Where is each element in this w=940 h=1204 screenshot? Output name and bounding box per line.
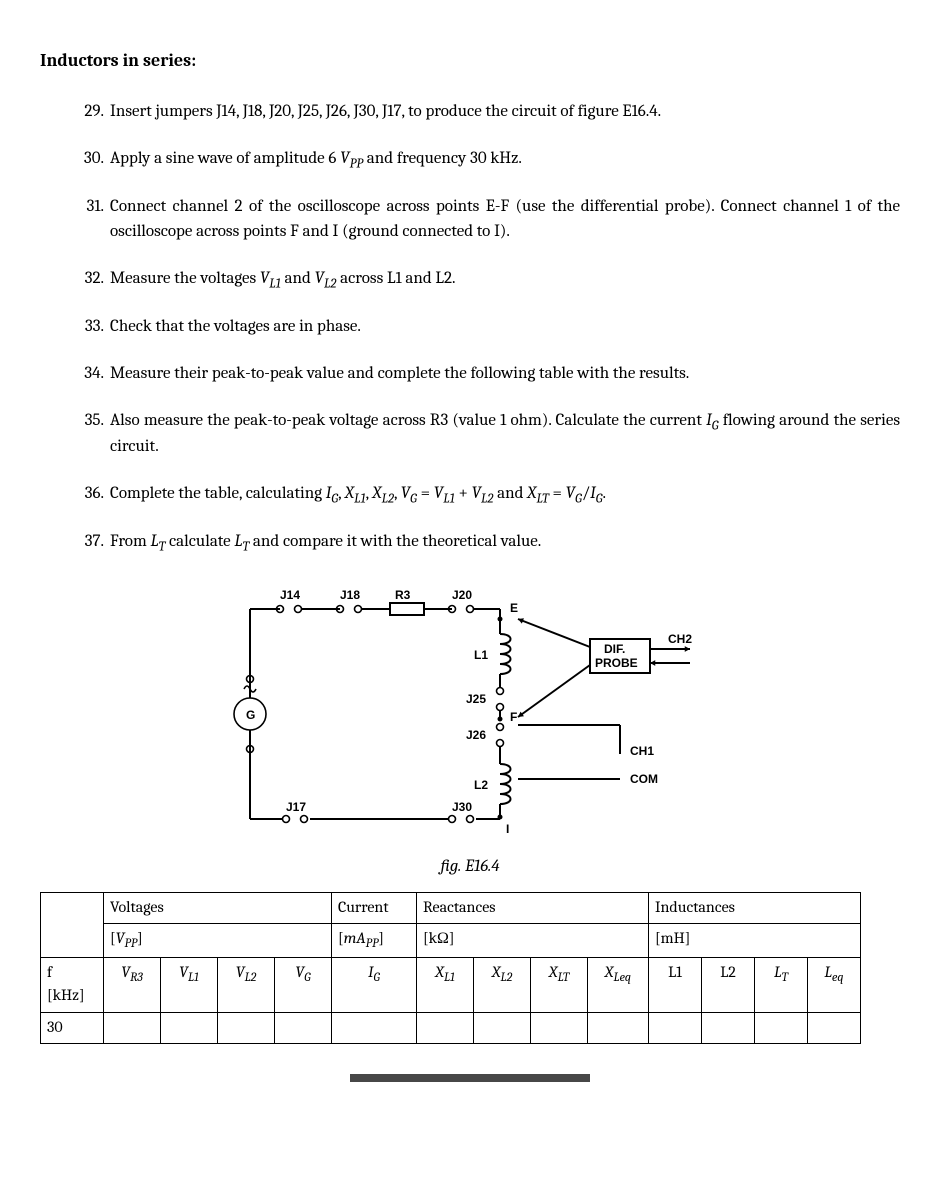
section-heading: Inductors in series: bbox=[40, 48, 900, 74]
step-number: 35. bbox=[74, 409, 104, 434]
step-item: 36.Complete the table, calculating IG, X… bbox=[74, 482, 900, 509]
step-number: 34. bbox=[74, 362, 104, 387]
circuit-figure: J14 J18 R3 J20 E L1 J25 F J26 L2 I J30 J17 G DIF.PROBE… bbox=[190, 579, 750, 849]
step-number: 32. bbox=[74, 267, 104, 292]
step-item: 35.Also measure the peak-to-peak voltage… bbox=[74, 409, 900, 460]
step-number: 33. bbox=[74, 315, 104, 340]
step-number: 36. bbox=[74, 482, 104, 507]
step-number: 37. bbox=[74, 530, 104, 555]
svg-text:CH2: CH2 bbox=[668, 632, 692, 646]
steps-list: 29.Insert jumpers J14, J18, J20, J25, J2… bbox=[40, 100, 900, 557]
results-table: VoltagesCurrentReactancesInductances[VPP… bbox=[40, 892, 861, 1044]
svg-text:G: G bbox=[246, 708, 255, 722]
step-item: 30.Apply a sine wave of amplitude 6 VPP … bbox=[74, 147, 900, 174]
footer-bar bbox=[350, 1074, 590, 1082]
step-item: 32.Measure the voltages VL1 and VL2 acro… bbox=[74, 267, 900, 294]
figure-caption: fig. E16.4 bbox=[40, 855, 900, 880]
step-item: 31.Connect channel 2 of the oscilloscope… bbox=[74, 195, 900, 244]
svg-text:L2: L2 bbox=[474, 778, 488, 792]
step-item: 29.Insert jumpers J14, J18, J20, J25, J2… bbox=[74, 100, 900, 125]
svg-text:J18: J18 bbox=[340, 588, 360, 602]
svg-text:CH1: CH1 bbox=[630, 744, 654, 758]
svg-text:COM: COM bbox=[630, 772, 658, 786]
svg-text:I: I bbox=[506, 822, 509, 836]
svg-text:J14: J14 bbox=[280, 588, 300, 602]
step-number: 29. bbox=[74, 100, 104, 125]
svg-text:J25: J25 bbox=[466, 692, 486, 706]
svg-text:PROBE: PROBE bbox=[595, 656, 638, 670]
step-number: 30. bbox=[74, 147, 104, 172]
step-item: 37.From LT calculate LT and compare it w… bbox=[74, 530, 900, 557]
svg-text:J17: J17 bbox=[286, 800, 306, 814]
step-item: 33.Check that the voltages are in phase. bbox=[74, 315, 900, 340]
svg-text:J30: J30 bbox=[452, 800, 472, 814]
step-number: 31. bbox=[74, 195, 104, 220]
svg-text:F: F bbox=[510, 710, 517, 724]
svg-text:J26: J26 bbox=[466, 728, 486, 742]
svg-text:E: E bbox=[510, 601, 518, 615]
step-item: 34.Measure their peak-to-peak value and … bbox=[74, 362, 900, 387]
svg-text:L1: L1 bbox=[474, 648, 488, 662]
svg-text:J20: J20 bbox=[452, 588, 472, 602]
svg-text:R3: R3 bbox=[395, 588, 411, 602]
svg-text:DIF.: DIF. bbox=[604, 642, 625, 656]
